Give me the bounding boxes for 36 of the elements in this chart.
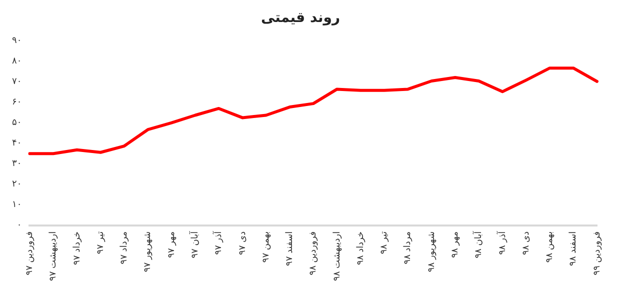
y-tick-label: ۵۰ bbox=[12, 118, 22, 128]
x-tick-label: آبان ۹۷ bbox=[188, 230, 200, 258]
y-tick-label: ۱۰ bbox=[12, 200, 22, 210]
x-tick-label: آذر ۹۷ bbox=[212, 230, 224, 255]
y-tick-label: ۹۰ bbox=[12, 36, 22, 46]
x-tick-label: مهر ۹۷ bbox=[166, 231, 177, 258]
x-tick-label: بهمن ۹۸ bbox=[545, 231, 556, 263]
x-tick-label: خرداد ۹۸ bbox=[356, 231, 366, 265]
x-tick-label: آذر ۹۸ bbox=[496, 230, 508, 255]
x-tick-label: بهمن ۹۷ bbox=[261, 231, 272, 263]
x-tick-label: شهریور ۹۷ bbox=[143, 231, 154, 272]
y-tick-label: ۰ bbox=[16, 220, 22, 231]
x-tick-label: شهریور ۹۸ bbox=[426, 231, 437, 272]
x-tick-label: دی ۹۷ bbox=[238, 231, 248, 255]
x-tick-label: اردیبهشت ۹۸ bbox=[332, 231, 342, 282]
x-tick-label: مهر ۹۸ bbox=[450, 231, 461, 258]
y-tick-label: ۸۰ bbox=[12, 56, 22, 67]
y-tick-label: ۴۰ bbox=[12, 138, 22, 149]
x-tick-label: آبان ۹۸ bbox=[472, 230, 484, 258]
y-tick-label: ۶۰ bbox=[12, 98, 22, 108]
y-tick-label: ۷۰ bbox=[12, 77, 22, 88]
x-tick-label: مرداد ۹۷ bbox=[120, 231, 130, 264]
x-tick-label: مرداد ۹۸ bbox=[403, 231, 414, 264]
x-tick-label: اسفند ۹۷ bbox=[285, 231, 296, 266]
x-tick-label: اسفند ۹۸ bbox=[568, 231, 579, 266]
x-tick-label: فروردین ۹۷ bbox=[25, 231, 36, 276]
x-tick-label: دی ۹۸ bbox=[521, 231, 532, 255]
x-tick-label: تیر ۹۷ bbox=[96, 230, 106, 254]
x-tick-label: تیر ۹۸ bbox=[380, 230, 390, 254]
x-tick-label: اردیبهشت ۹۷ bbox=[48, 231, 59, 282]
x-tick-label: خرداد ۹۷ bbox=[72, 231, 82, 265]
y-tick-label: ۳۰ bbox=[12, 159, 22, 170]
y-tick-label: ۲۰ bbox=[12, 180, 22, 190]
chart-title: روند قیمتی bbox=[260, 10, 340, 26]
x-tick-label: فروردین ۹۸ bbox=[308, 231, 319, 276]
x-tick-label: فروردین ۹۹ bbox=[592, 231, 602, 276]
